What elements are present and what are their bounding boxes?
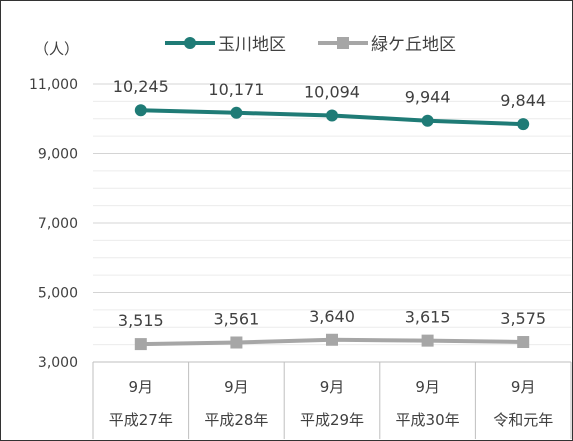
x-tick-label-year: 平成29年 <box>300 411 364 429</box>
data-point-series-2 <box>421 334 434 347</box>
series-layer <box>134 104 530 351</box>
grid-layer <box>93 83 571 346</box>
x-tick-label-month: 9月 <box>129 378 154 396</box>
x-tick-label-year: 平成30年 <box>396 411 460 429</box>
data-label-series-2: 3,515 <box>118 311 164 330</box>
data-point-series-1 <box>230 106 243 119</box>
x-tick-label-year: 平成27年 <box>109 411 173 429</box>
data-label-series-1: 9,944 <box>405 88 451 107</box>
legend-marker-square-icon <box>337 37 349 49</box>
data-point-series-1 <box>517 118 530 131</box>
x-tick-label-month: 9月 <box>320 378 345 396</box>
data-point-series-2 <box>230 336 243 349</box>
legend-label-series-1: 玉川地区 <box>218 35 286 55</box>
legend: 玉川地区 緑ケ丘地区 <box>165 35 456 55</box>
data-label-series-2: 3,640 <box>309 307 355 326</box>
y-tick-label: 9,000 <box>38 147 78 163</box>
legend-marker-circle-icon <box>184 37 196 49</box>
data-label-series-1: 9,844 <box>500 91 546 110</box>
y-tick-label: 11,000 <box>29 77 78 93</box>
data-label-series-1: 10,245 <box>113 77 169 96</box>
data-point-series-2 <box>517 336 530 349</box>
legend-label-series-2: 緑ケ丘地区 <box>371 35 456 55</box>
y-tick-label: 5,000 <box>38 286 78 302</box>
y-tick-label: 7,000 <box>38 216 78 232</box>
data-point-series-2 <box>134 338 147 351</box>
y-tick-label: 3,000 <box>38 355 78 371</box>
label-layer: 10,245 10,171 10,094 9,944 9,844 3,515 3,561 3,… <box>113 77 546 330</box>
x-tick-label-month: 9月 <box>511 378 536 396</box>
data-label-series-2: 3,575 <box>500 309 546 328</box>
data-point-series-1 <box>326 109 338 122</box>
x-tick-label-month: 9月 <box>224 378 249 396</box>
data-point-series-1 <box>421 114 434 127</box>
y-axis-unit-label: （人） <box>34 40 79 58</box>
data-point-series-2 <box>326 333 338 346</box>
x-tick-label-year: 令和元年 <box>493 411 553 429</box>
data-label-series-1: 10,171 <box>208 80 264 99</box>
data-point-series-1 <box>134 104 147 117</box>
x-tick-label-month: 9月 <box>415 378 440 396</box>
data-label-series-1: 10,094 <box>304 82 360 101</box>
x-tick-label-year: 平成28年 <box>204 411 268 429</box>
data-label-series-2: 3,561 <box>213 310 259 329</box>
data-label-series-2: 3,615 <box>405 308 451 327</box>
